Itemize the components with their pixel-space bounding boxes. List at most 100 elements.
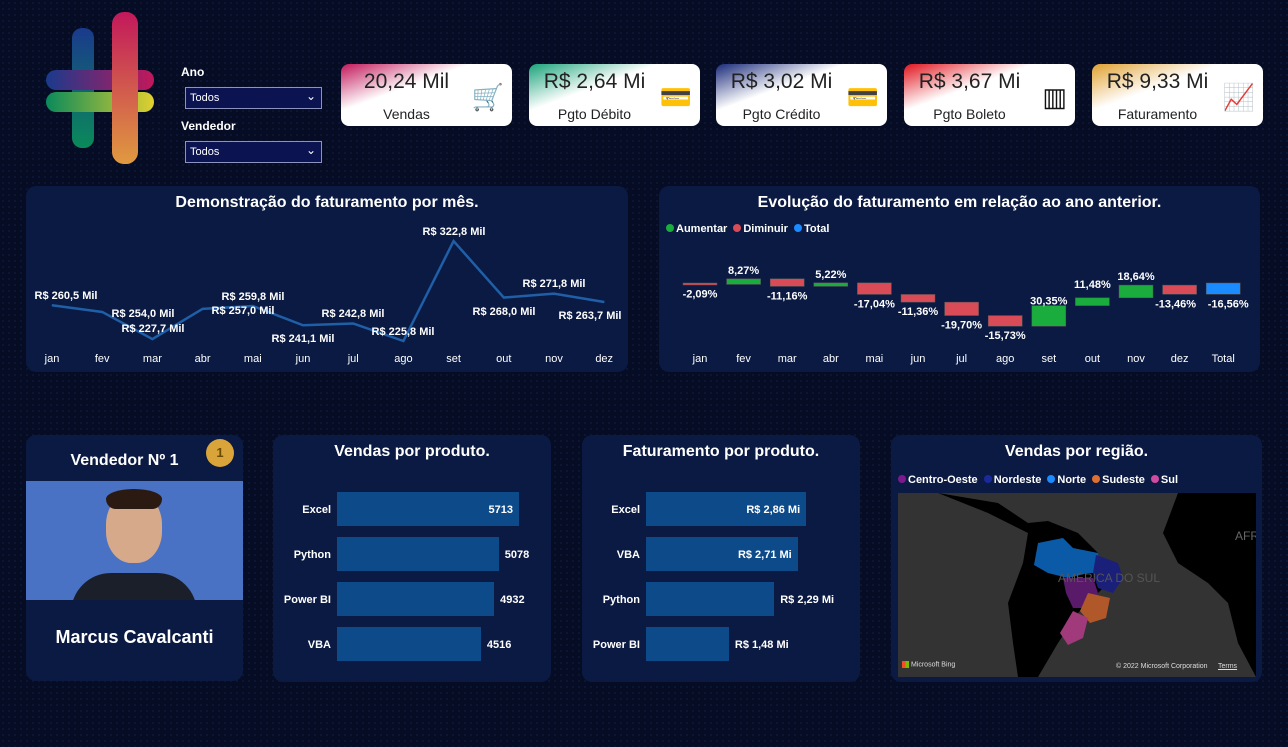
vendedor-value: Todos [190, 146, 220, 158]
kpi-value: 20,24 Mil [363, 70, 450, 93]
data-label: -11,36% [898, 306, 939, 318]
data-label: R$ 322,8 Mil [423, 226, 486, 238]
value-label: 5078 [504, 549, 530, 561]
data-point [553, 293, 555, 295]
legend-item: Norte [1047, 474, 1086, 486]
bar[interactable] [646, 627, 729, 661]
category-label: Python [602, 594, 640, 606]
waterfall-bar [1118, 284, 1154, 299]
region-map-title: Vendas por região. [1004, 443, 1149, 460]
data-label: R$ 241,1 Mil [272, 333, 335, 345]
category-label: Python [293, 549, 331, 561]
value-label: 4516 [486, 639, 512, 651]
data-label: R$ 257,0 Mil [212, 305, 275, 317]
kpi-value: R$ 3,02 Mi [730, 70, 833, 93]
data-label: 8,27% [728, 265, 759, 277]
medal-icon: 1 [206, 439, 234, 467]
region-legend: Centro-Oeste Nordeste Norte Sudeste Sul [898, 474, 1178, 486]
legend-dot [983, 475, 992, 483]
monthly-revenue-title: Demonstração do faturamento por mês. [175, 194, 479, 211]
sales-by-product-panel: Vendas por produto. Excel 5713 Python 507… [273, 435, 551, 682]
monthly-revenue-panel: Demonstração do faturamento por mês. R$ … [26, 186, 628, 372]
ano-label: Ano [181, 65, 205, 79]
data-point [302, 324, 304, 326]
map[interactable]: AMÉRICA DO SUL AFR Microsoft Bing © 2022… [898, 493, 1256, 677]
legend-label: Diminuir [743, 223, 788, 235]
data-label: -13,46% [1155, 298, 1196, 310]
data-point [352, 322, 354, 324]
bar[interactable] [337, 537, 499, 571]
map-label: AMÉRICA DO SUL [1058, 571, 1161, 585]
vendedor-dropdown[interactable]: Todos ⌄ [185, 141, 322, 163]
x-tick-label: jun [910, 353, 926, 365]
legend-label: Nordeste [993, 474, 1042, 486]
value-label: R$ 1,48 Mi [734, 639, 789, 651]
seller-name: Marcus Cavalcanti [55, 627, 214, 647]
microsoft-icon [902, 661, 909, 668]
x-tick-label: dez [1171, 353, 1189, 365]
kpi-label: Pgto Débito [557, 106, 632, 122]
bar[interactable] [337, 627, 481, 661]
kpi-card-pgto-crédito: R$ 3,02 Mi Pgto Crédito 💳 [716, 64, 887, 126]
value-label: R$ 2,86 Mi [746, 504, 801, 516]
x-tick-label: jul [347, 353, 359, 365]
data-label: R$ 271,8 Mil [523, 278, 586, 290]
kpi-card-vendas: 20,24 Mil Vendas 🛒 [341, 64, 512, 126]
data-point [51, 304, 53, 306]
value-label: R$ 2,71 Mi [737, 549, 792, 561]
hair [106, 489, 162, 509]
chevron-down-icon: ⌄ [305, 143, 316, 157]
value-label: R$ 2,29 Mi [780, 594, 835, 606]
data-label: 18,64% [1117, 271, 1155, 283]
debit-card-icon: 💳 [659, 82, 692, 112]
category-label: Power BI [592, 639, 640, 651]
bar[interactable] [646, 492, 807, 526]
legend-item: Centro-Oeste [898, 474, 978, 486]
kpi-label: Faturamento [1117, 106, 1198, 122]
x-tick-label: fev [736, 353, 751, 365]
medal-number: 1 [216, 445, 224, 460]
credit-card-icon: 💳 [846, 82, 879, 112]
data-label: R$ 225,8 Mil [372, 326, 435, 338]
region-map-panel: Vendas por região. Centro-Oeste Nordeste N… [891, 435, 1262, 682]
x-tick-label: abr [195, 353, 211, 365]
waterfall-bar [682, 282, 718, 286]
shirt [71, 573, 197, 600]
yoy-title: Evolução do faturamento em relação ao an… [757, 194, 1162, 211]
ano-dropdown[interactable]: Todos ⌄ [185, 87, 322, 109]
waterfall-bar [900, 294, 936, 303]
data-label: R$ 260,5 Mil [35, 290, 98, 302]
data-label: R$ 259,8 Mil [222, 291, 285, 303]
x-tick-label: ago [996, 353, 1014, 365]
legend-label: Aumentar [676, 223, 728, 235]
data-point [252, 305, 254, 307]
bar[interactable] [646, 582, 775, 616]
bing-text: Microsoft Bing [910, 661, 956, 669]
map-label-africa: AFR [1235, 529, 1256, 543]
revenue-line [51, 238, 605, 343]
x-tick-label: jul [955, 353, 967, 365]
x-tick-label: out [1085, 353, 1100, 365]
x-tick-label: mai [866, 353, 884, 365]
terms-link[interactable]: Terms [1218, 663, 1238, 670]
category-label: Excel [611, 504, 640, 516]
data-point [503, 297, 505, 299]
x-tick-label: out [496, 353, 511, 365]
kpi-value: R$ 9,33 Mi [1106, 70, 1209, 93]
legend-item: Total [793, 223, 829, 235]
data-point [402, 340, 404, 342]
x-tick-label: mar [143, 353, 162, 365]
data-label: R$ 254,0 Mil [112, 308, 175, 320]
legend-dot [733, 224, 742, 232]
revenue-by-product-title: Faturamento por produto. [622, 443, 820, 460]
bar[interactable] [646, 537, 798, 571]
data-label: -2,09% [683, 288, 718, 300]
waterfall-bar [1205, 282, 1241, 295]
x-tick-label: fev [95, 353, 110, 365]
data-label: 30,35% [1030, 296, 1068, 308]
bar[interactable] [337, 582, 495, 616]
category-label: Excel [302, 504, 331, 516]
data-label: -11,16% [767, 290, 808, 302]
kpi-label: Pgto Boleto [933, 106, 1006, 122]
bar[interactable] [337, 492, 519, 526]
